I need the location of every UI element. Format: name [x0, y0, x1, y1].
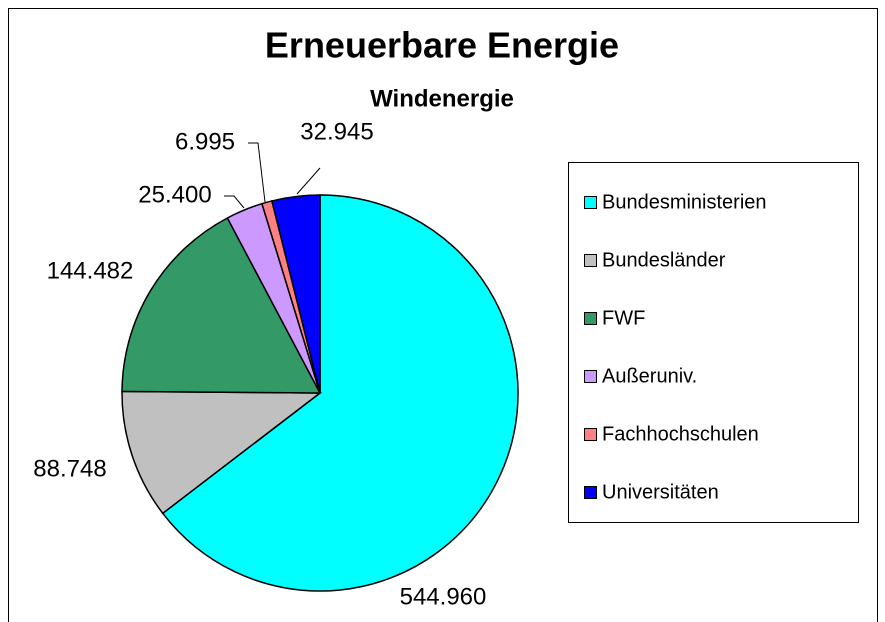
legend-label: Außeruniv. [602, 365, 697, 387]
data-label: 88.748 [33, 455, 106, 482]
legend-label: FWF [602, 307, 645, 329]
data-label: 25.400 [138, 181, 211, 208]
legend-box [568, 162, 859, 523]
legend-label: Universitäten [602, 481, 719, 503]
legend-label: Bundesministerien [602, 191, 767, 213]
leader-line [224, 195, 245, 209]
chart-title: Erneuerbare Energie [265, 25, 619, 66]
data-label: 6.995 [175, 128, 235, 155]
legend-label: Bundesländer [602, 249, 726, 271]
leader-line [248, 142, 266, 203]
pie-slice [270, 194, 321, 394]
pie-slice [121, 216, 322, 394]
legend-swatch [584, 428, 597, 441]
leader-line [296, 167, 321, 195]
chart-frame [8, 8, 878, 622]
data-label: 544.960 [400, 583, 487, 610]
pie-slice [161, 194, 519, 592]
chart-subtitle: Windenergie [370, 85, 514, 112]
legend-swatch [584, 370, 597, 383]
legend-swatch [584, 486, 597, 499]
data-label: 32.945 [300, 118, 373, 145]
legend-swatch [584, 254, 597, 267]
pie-slice [121, 390, 323, 515]
data-label: 144.482 [47, 257, 134, 284]
legend-swatch [584, 312, 597, 325]
legend-label: Fachhochschulen [602, 423, 759, 445]
legend-swatch [584, 196, 597, 209]
